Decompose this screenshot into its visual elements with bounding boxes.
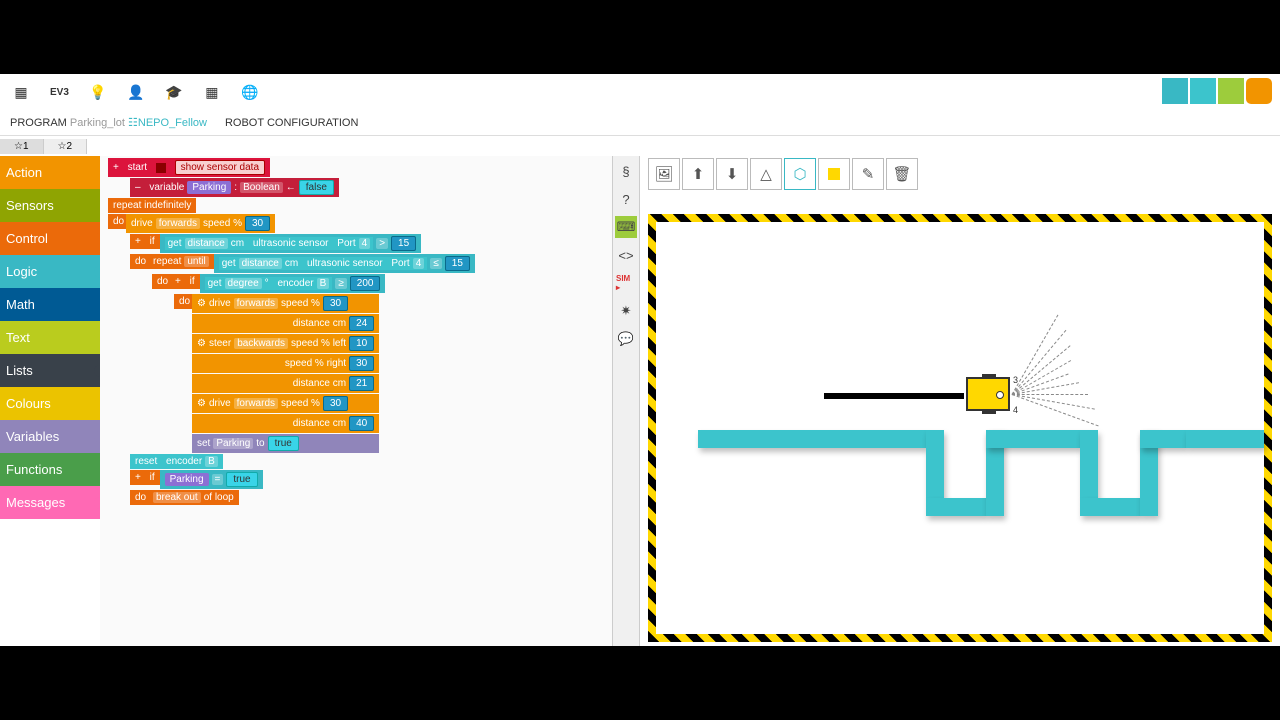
help-icon[interactable]: ? [615,188,637,210]
grid-icon[interactable]: ▦ [203,83,221,101]
top-toolbar: ▦ EV3 💡 👤 🎓 ▦ 🌐 [0,74,1280,110]
block-repeat-until[interactable]: repeat until [148,254,214,269]
track-segment [1080,498,1140,516]
sensor-ray [1012,394,1099,426]
eyedropper-icon[interactable]: ✎ [852,158,884,190]
block-cond-until[interactable]: get distance cm ultrasonic sensor Port 4… [214,254,475,273]
sensor-ray [1012,345,1071,395]
track-segment [926,430,944,498]
block-break[interactable]: break out of loop [148,490,239,505]
subtab-2[interactable]: ☆2 [44,139,88,154]
sensor-ray [1012,315,1059,395]
user-icon[interactable]: 👤 [127,83,145,101]
code-icon[interactable]: <> [615,244,637,266]
robot-arm [824,393,964,399]
education-icon[interactable]: 🎓 [165,83,183,101]
sim-panel: 🖼 ⬆ ⬇ △ ⬡ ✎ 🗑 [640,156,1280,646]
menu-icon[interactable]: ▦ [12,83,30,101]
cat-messages[interactable]: Messages [0,486,100,519]
sim-canvas[interactable]: 3 4 [648,214,1272,642]
trash-icon[interactable]: 🗑 [886,158,918,190]
track-segment [1140,430,1186,448]
download-icon[interactable]: ⬇ [716,158,748,190]
block-var-decl[interactable]: – variable Parking: Boolean ← false [130,178,339,197]
tab-program[interactable]: PROGRAM Parking_lot ☷NEPO_Fellow [10,116,207,129]
bulb-icon[interactable]: 💡 [89,83,107,101]
device-label[interactable]: EV3 [50,87,69,98]
cat-action[interactable]: Action [0,156,100,189]
track-segment [926,498,986,516]
block-drive2[interactable]: ⚙ drive forwards speed % 30 [192,294,379,313]
sim-btn[interactable]: SIM ▸ [615,272,637,294]
block-steer[interactable]: ⚙ steer backwards speed % left 10 [192,334,379,353]
export-icon[interactable]: △ [750,158,782,190]
block-cond3[interactable]: Parking = true [160,470,263,489]
block-cond2[interactable]: get degree ° encoder B ≥ 200 [200,274,386,293]
upload-icon[interactable]: ⬆ [682,158,714,190]
subtabs: ☆1 ☆2 [0,136,1280,156]
sensor-ray [1012,394,1095,410]
logo-block [1218,78,1244,104]
block-drive1[interactable]: drive forwards speed % 30 [126,214,275,233]
cat-text[interactable]: Text [0,321,100,354]
section-icon[interactable]: § [615,160,637,182]
sim-toolbar: 🖼 ⬆ ⬇ △ ⬡ ✎ 🗑 [648,158,918,190]
track-segment [1186,430,1264,448]
logo-block [1162,78,1188,104]
cat-sensors[interactable]: Sensors [0,189,100,222]
keyboard-icon[interactable]: ⌨ [615,216,637,238]
port-4-label: 4 [1013,405,1018,415]
robot[interactable]: 3 4 [966,377,1010,411]
cat-lists[interactable]: Lists [0,354,100,387]
nepo-link[interactable]: ☷NEPO_Fellow [128,117,207,129]
track-segment [1080,430,1098,498]
mid-toolbar: § ? ⌨ <> SIM ▸ ✷ 💬 [612,156,640,646]
logo [1162,78,1272,104]
do-label: do [108,214,126,229]
block-if2[interactable]: + if [170,274,200,289]
subtab-1[interactable]: ☆1 [0,139,44,154]
tab-robot-config[interactable]: ROBOT CONFIGURATION [225,117,358,129]
debug-icon[interactable]: ✷ [615,300,637,322]
block-cond1[interactable]: get distance cm ultrasonic sensor Port 4… [160,234,422,253]
block-start[interactable]: + start show sensor data [108,158,270,177]
tab-bar: PROGRAM Parking_lot ☷NEPO_Fellow ROBOT C… [0,110,1280,136]
block-if1[interactable]: + if [130,234,160,249]
block-drive3[interactable]: ⚙ drive forwards speed % 30 [192,394,379,413]
block-repeat-inf[interactable]: repeat indefinitely [108,198,196,213]
cat-control[interactable]: Control [0,222,100,255]
sensor-ray [1012,394,1088,395]
track-segment [698,430,926,448]
color-icon[interactable] [818,158,850,190]
cat-colours[interactable]: Colours [0,387,100,420]
logo-block [1246,78,1272,104]
hazard-border: 3 4 [648,214,1272,642]
image-icon[interactable]: 🖼 [648,158,680,190]
globe-icon[interactable]: 🌐 [241,83,259,101]
3d-icon[interactable]: ⬡ [784,158,816,190]
cat-functions[interactable]: Functions [0,453,100,486]
block-if3[interactable]: + if [130,470,160,485]
block-set-parking[interactable]: set Parking to true [192,434,379,453]
cat-math[interactable]: Math [0,288,100,321]
cat-variables[interactable]: Variables [0,420,100,453]
block-categories: Action Sensors Control Logic Math Text L… [0,156,100,646]
block-workspace[interactable]: + start show sensor data – variable Park… [100,156,612,646]
block-reset-encoder[interactable]: reset encoder B [130,454,223,469]
cat-logic[interactable]: Logic [0,255,100,288]
comment-icon[interactable]: 💬 [615,328,637,350]
track-segment [986,430,1080,448]
logo-block [1190,78,1216,104]
